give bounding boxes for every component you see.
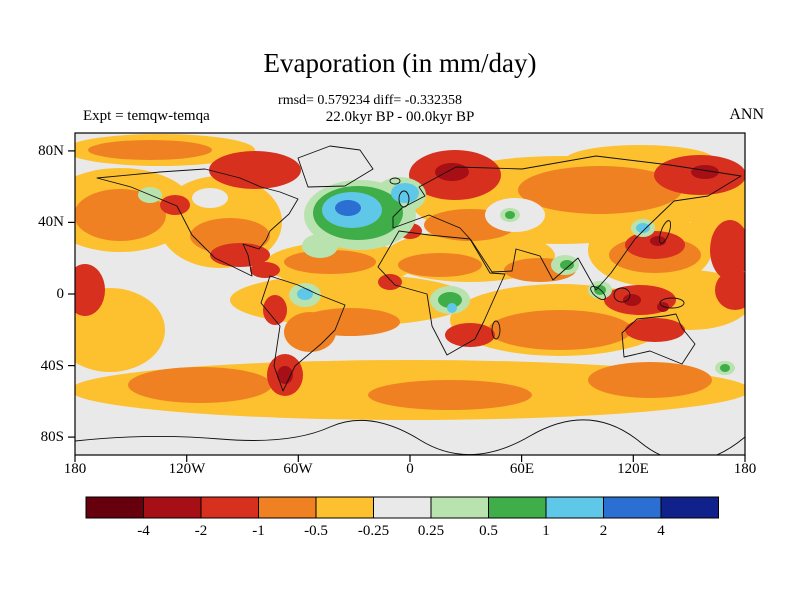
colorbar-level-label: 0.25 <box>417 523 445 539</box>
contour-field <box>75 133 745 455</box>
xtick-label: 0 <box>406 461 414 477</box>
colorbar-segment <box>545 496 604 519</box>
colorbar-level-label: 1 <box>542 523 550 539</box>
colorbar-segment <box>315 496 374 519</box>
colorbar-segment <box>258 496 317 519</box>
colorbar-level-label: -1 <box>252 523 265 539</box>
neutral-patches <box>75 147 745 455</box>
ytick-label: 80S <box>40 429 64 445</box>
period-line: 22.0kyr BP - 00.0kyr BP <box>325 109 475 125</box>
colorbar-segment <box>430 496 489 519</box>
colorbar <box>85 496 719 519</box>
colorbar-segment <box>660 496 719 519</box>
coastlines <box>75 145 745 455</box>
xtick-label: 180 <box>63 461 87 477</box>
colorbar-level-label: -4 <box>137 523 150 539</box>
xtick-label: 60W <box>283 461 313 477</box>
colorbar-segment <box>373 496 432 519</box>
xtick-label: 180 <box>733 461 757 477</box>
experiment-label: Expt = temqw-temqa <box>83 108 210 124</box>
colorbar-segment <box>200 496 259 519</box>
ytick-label: 80N <box>38 143 64 159</box>
season-label: ANN <box>729 106 764 123</box>
stats-line: rmsd= 0.579234 diff= -0.332358 <box>278 93 462 108</box>
axis-ticks <box>68 150 746 462</box>
colorbar-segment <box>143 496 202 519</box>
colorbar-level-label: -0.25 <box>357 523 390 539</box>
xtick-label: 60E <box>509 461 535 477</box>
ytick-label: 40N <box>38 214 64 230</box>
xtick-label: 120W <box>168 461 206 477</box>
map-frame <box>68 132 746 462</box>
colorbar-level-label: -0.5 <box>304 523 328 539</box>
colorbar-segment <box>603 496 662 519</box>
colorbar-level-label: -2 <box>194 523 208 539</box>
xtick-label: 120E <box>617 461 649 477</box>
chart-title: Evaporation (in mm/day) <box>263 48 537 78</box>
colorbar-segment <box>85 496 144 519</box>
colorbar-level-label: 4 <box>657 523 665 539</box>
ytick-label: 0 <box>56 286 65 302</box>
colorbar-segment <box>488 496 547 519</box>
colorbar-level-label: 2 <box>599 523 608 539</box>
colorbar-level-label: 0.5 <box>479 523 498 539</box>
ytick-label: 40S <box>40 358 64 374</box>
very-strong-positive-core <box>335 200 361 216</box>
